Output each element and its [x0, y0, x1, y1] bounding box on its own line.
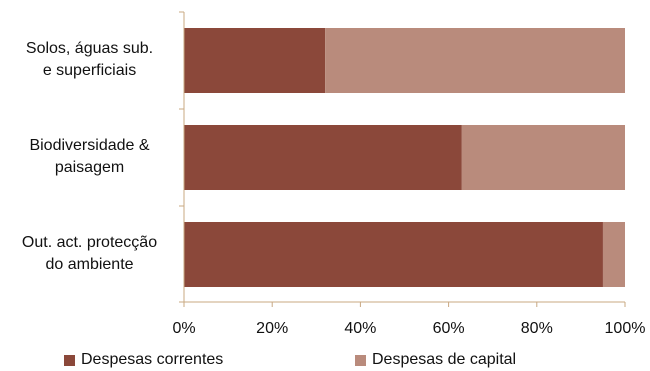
bar-correntes-0: [184, 28, 326, 93]
legend: Despesas correntes Despesas de capital: [64, 351, 624, 371]
legend-swatch-capital: [355, 354, 366, 366]
category-label-1-line-0: Biodiversidade &: [29, 137, 150, 154]
x-tick-label-1: 20%: [256, 320, 289, 337]
bar-capital-1: [461, 125, 625, 190]
bar-capital-2: [602, 222, 625, 287]
x-tick-label-3: 60%: [432, 320, 465, 337]
legend-swatch-correntes: [64, 354, 75, 366]
category-label-0-line-0: Solos, águas sub.: [25, 40, 154, 57]
bar-correntes-2: [184, 222, 603, 287]
legend-label-correntes: Despesas correntes: [81, 351, 224, 368]
bar-correntes-1: [184, 125, 462, 190]
legend-label-capital: Despesas de capital: [372, 351, 517, 368]
legend-item-capital: Despesas de capital: [355, 351, 516, 369]
category-label-2-line-0: Out. act. protecção: [21, 234, 158, 251]
category-label-0-line-1: e superficiais: [42, 62, 137, 79]
bar-capital-0: [325, 28, 625, 93]
category-label-1-line-1: paisagem: [54, 159, 125, 176]
category-label-2: Out. act. protecção do ambiente: [2, 232, 177, 276]
category-label-0: Solos, águas sub. e superficiais: [2, 38, 177, 82]
category-label-1: Biodiversidade & paisagem: [2, 135, 177, 179]
x-tick-label-2: 40%: [344, 320, 377, 337]
x-tick-label-0: 0%: [172, 320, 196, 337]
x-tick-label-5: 100%: [604, 320, 646, 337]
x-tick-label-4: 80%: [520, 320, 553, 337]
category-label-2-line-1: do ambiente: [45, 256, 134, 273]
legend-item-correntes: Despesas correntes: [64, 351, 223, 369]
